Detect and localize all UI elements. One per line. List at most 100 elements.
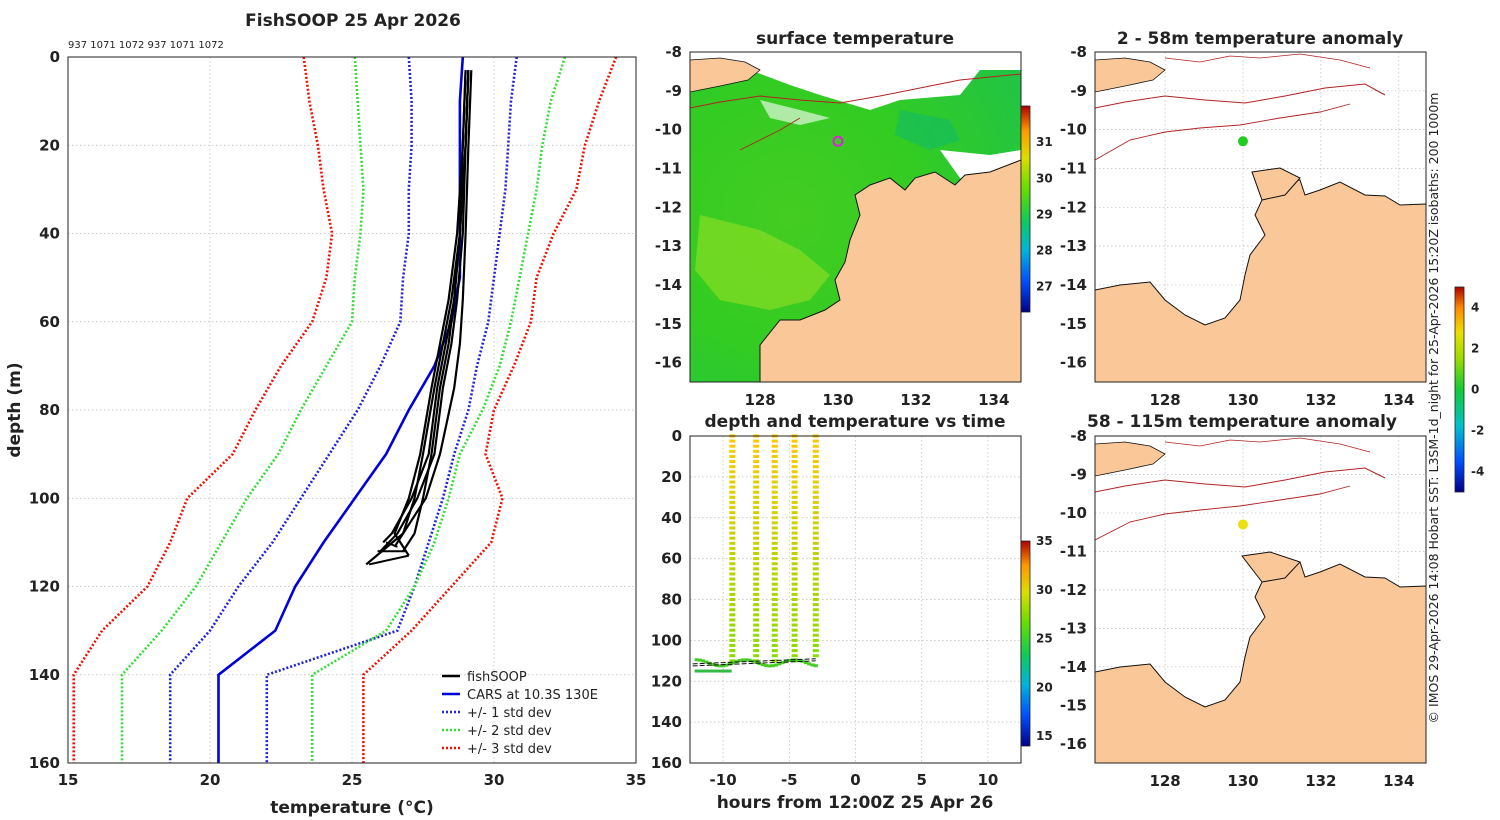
time-sample-mark	[791, 628, 798, 632]
sst-colorbar-tick-label: 29	[1036, 207, 1053, 221]
time-bottom-trail-mark	[777, 662, 782, 666]
time-colorbar-tick-label: 30	[1036, 583, 1053, 597]
profile-xtick-label: 15	[58, 771, 79, 789]
time-sample-mark	[771, 654, 778, 658]
time-sample-mark	[729, 659, 736, 663]
time-sample-mark	[753, 577, 760, 581]
profile-xtick-label: 20	[200, 771, 221, 789]
anomaly-upper-peninsula	[1251, 167, 1301, 201]
time-sample-mark	[771, 598, 778, 601]
time-sample-mark	[771, 449, 778, 453]
anomaly-upper-xtick-label: 134	[1383, 391, 1414, 409]
time-sample-mark	[791, 465, 798, 469]
anomaly-lower-ytick-label: -15	[1060, 696, 1087, 714]
time-sample-mark	[812, 506, 819, 510]
anomaly-lower-ytick-label: -10	[1060, 504, 1087, 522]
anomaly-lower-land	[1095, 561, 1426, 763]
anomaly-lower-island	[1095, 441, 1166, 477]
profile-tick-labels: 15 20 25 30 35 0 20 40 60 80 100 120 140 160	[29, 48, 647, 789]
time-sample-mark	[753, 495, 760, 499]
time-bottom-trail-mark	[793, 658, 798, 662]
sst-map-tick-labels: 128 130 132 134 -8 -9 -10 -11 -12 -13 -14 -15 -16	[655, 43, 1010, 409]
anomaly-upper-title: 2 - 58m temperature anomaly	[1117, 29, 1403, 49]
time-sample-mark	[753, 592, 760, 596]
anomaly-upper-ytick-label: -12	[1060, 198, 1087, 216]
time-sample-mark	[729, 567, 736, 571]
anomaly-lower-isobath-200	[1095, 485, 1351, 541]
anomaly-upper-isobath-north	[1164, 53, 1371, 69]
anomaly-lower-ytick-label: -12	[1060, 581, 1087, 599]
time-sample-mark	[771, 470, 778, 474]
time-bottom-trail-mark	[694, 658, 699, 662]
time-title: depth and temperature vs time	[705, 412, 1006, 432]
anomaly-lower-xtick-label: 132	[1305, 772, 1336, 790]
time-sample-mark	[753, 603, 760, 607]
profile-top-labels: 937 1071 1072 937 1071 1072	[68, 40, 224, 51]
time-bottom-trail-mark	[697, 669, 702, 673]
sst-map-ytick-label: -14	[655, 276, 682, 294]
time-sample-mark	[791, 531, 798, 535]
std-dev-line-2	[120, 56, 365, 763]
sst-map-ytick-label: -15	[655, 315, 682, 333]
time-sample-mark	[791, 618, 798, 622]
time-sample-mark	[812, 444, 819, 448]
time-sample-mark	[729, 557, 736, 561]
time-sample-mark	[753, 444, 760, 448]
sst-colorbar-tick-label: 31	[1036, 135, 1053, 149]
time-sample-mark	[729, 638, 736, 642]
time-bottom-trail-mark	[770, 664, 775, 668]
time-bottom-trail-mark	[724, 669, 729, 673]
sst-map-ytick-label: -13	[655, 237, 682, 255]
time-ytick-label: 160	[651, 754, 682, 772]
time-sample-mark	[812, 521, 819, 525]
sst-map-xtick-label: 134	[978, 391, 1009, 409]
time-sample-mark	[771, 475, 778, 479]
time-sample-mark	[729, 582, 736, 586]
anomaly-lower-tick-labels: 128 130 132 134 -8 -9 -10 -11 -12 -13 -14 -15 -16	[1060, 427, 1415, 790]
time-xtick-label: -5	[781, 771, 798, 789]
time-sample-mark	[791, 654, 798, 658]
time-sample-mark	[753, 506, 760, 510]
time-sample-mark	[753, 654, 760, 658]
time-sample-mark	[729, 613, 736, 617]
sst-map-xtick-label: 132	[900, 391, 931, 409]
sst-colorbar	[1020, 105, 1031, 313]
fishsoop-bottom-segment	[385, 541, 398, 548]
time-sample-mark	[729, 475, 736, 479]
sst-map-ytick-label: -8	[665, 43, 682, 61]
time-sample-mark	[753, 526, 760, 530]
time-sample-mark	[771, 439, 778, 443]
time-sample-mark	[729, 633, 736, 637]
fishsoop-bottom-segment	[368, 554, 410, 566]
profile-ytick-label: 160	[29, 754, 60, 772]
profile-ylabel: depth (m)	[5, 362, 25, 457]
time-sample-mark	[729, 608, 736, 612]
time-sample-mark	[771, 562, 778, 566]
time-bottom-trail-mark	[754, 660, 759, 664]
time-bottom-trail-mark	[717, 669, 722, 673]
sst-map-ytick-label: -9	[665, 82, 682, 100]
time-sample-mark	[753, 638, 760, 642]
time-bottom-trail-mark	[707, 669, 712, 673]
time-ytick-label: 0	[672, 427, 682, 445]
time-sample-mark	[729, 500, 736, 504]
time-sample-mark	[812, 623, 819, 627]
time-sample-mark	[729, 628, 736, 632]
time-colorbar-tick-label: 25	[1036, 632, 1053, 646]
anomaly-lower-box	[1094, 435, 1427, 764]
anomaly-lower-ytick-label: -13	[1060, 619, 1087, 637]
sst-land-australia	[759, 159, 1021, 382]
time-bottom-trail-mark	[714, 669, 719, 673]
anomaly-upper-isobath-1000	[1095, 83, 1386, 109]
time-sample-mark	[771, 638, 778, 642]
time-sample-mark	[791, 587, 798, 591]
time-sample-mark	[771, 649, 778, 653]
time-sample-mark	[753, 562, 760, 566]
time-sample-mark	[812, 526, 819, 530]
time-ytick-label: 60	[661, 550, 682, 568]
sst-nodata-north	[690, 52, 1021, 110]
time-sample-mark	[771, 592, 778, 596]
time-sample-mark	[771, 613, 778, 617]
